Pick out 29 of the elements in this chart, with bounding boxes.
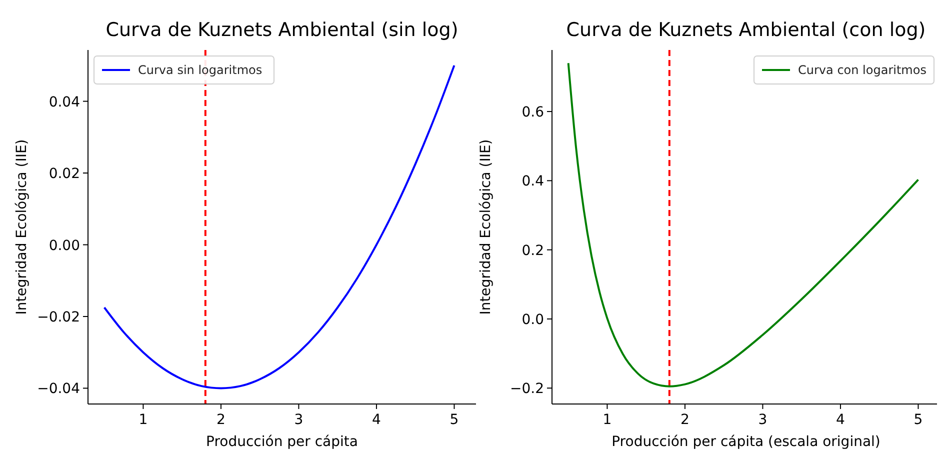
x-axis-title: Producción per cápita (escala original)	[612, 434, 880, 450]
x-tick-label: 2	[216, 412, 226, 428]
y-tick-label: 0.2	[522, 242, 544, 259]
x-tick-label: 1	[602, 412, 612, 428]
y-tick-label: 0.00	[48, 238, 80, 254]
legend-label: Curva sin logaritmos	[138, 63, 262, 77]
x-axis-title: Producción per cápita	[206, 434, 358, 450]
y-tick-label: 0.02	[48, 166, 80, 182]
chart-title: Curva de Kuznets Ambiental (con log)	[566, 19, 926, 41]
x-tick-label: 4	[836, 412, 846, 428]
y-tick-label: −0.02	[37, 309, 80, 326]
y-tick-label: 0.6	[522, 104, 544, 121]
y-tick-label: −0.2	[510, 381, 544, 398]
chart-title: Curva de Kuznets Ambiental (sin log)	[106, 19, 458, 41]
x-tick-label: 3	[758, 412, 768, 428]
line-series	[103, 64, 456, 390]
y-tick-label: −0.04	[37, 381, 80, 398]
legend-label: Curva con logaritmos	[798, 63, 926, 77]
y-tick-label: 0.04	[48, 94, 80, 110]
x-tick-label: 1	[138, 412, 148, 428]
y-tick-label: 0.0	[522, 312, 544, 328]
x-tick-label: 2	[680, 412, 690, 428]
x-tick-label: 5	[914, 412, 923, 428]
y-tick-label: 0.4	[522, 174, 544, 190]
y-axis-title: Integridad Ecológica (IIE)	[478, 139, 494, 315]
x-tick-label: 4	[372, 412, 382, 428]
x-tick-label: 5	[450, 412, 459, 428]
x-tick-label: 3	[294, 412, 304, 428]
y-axis-title: Integridad Ecológica (IIE)	[14, 139, 30, 315]
